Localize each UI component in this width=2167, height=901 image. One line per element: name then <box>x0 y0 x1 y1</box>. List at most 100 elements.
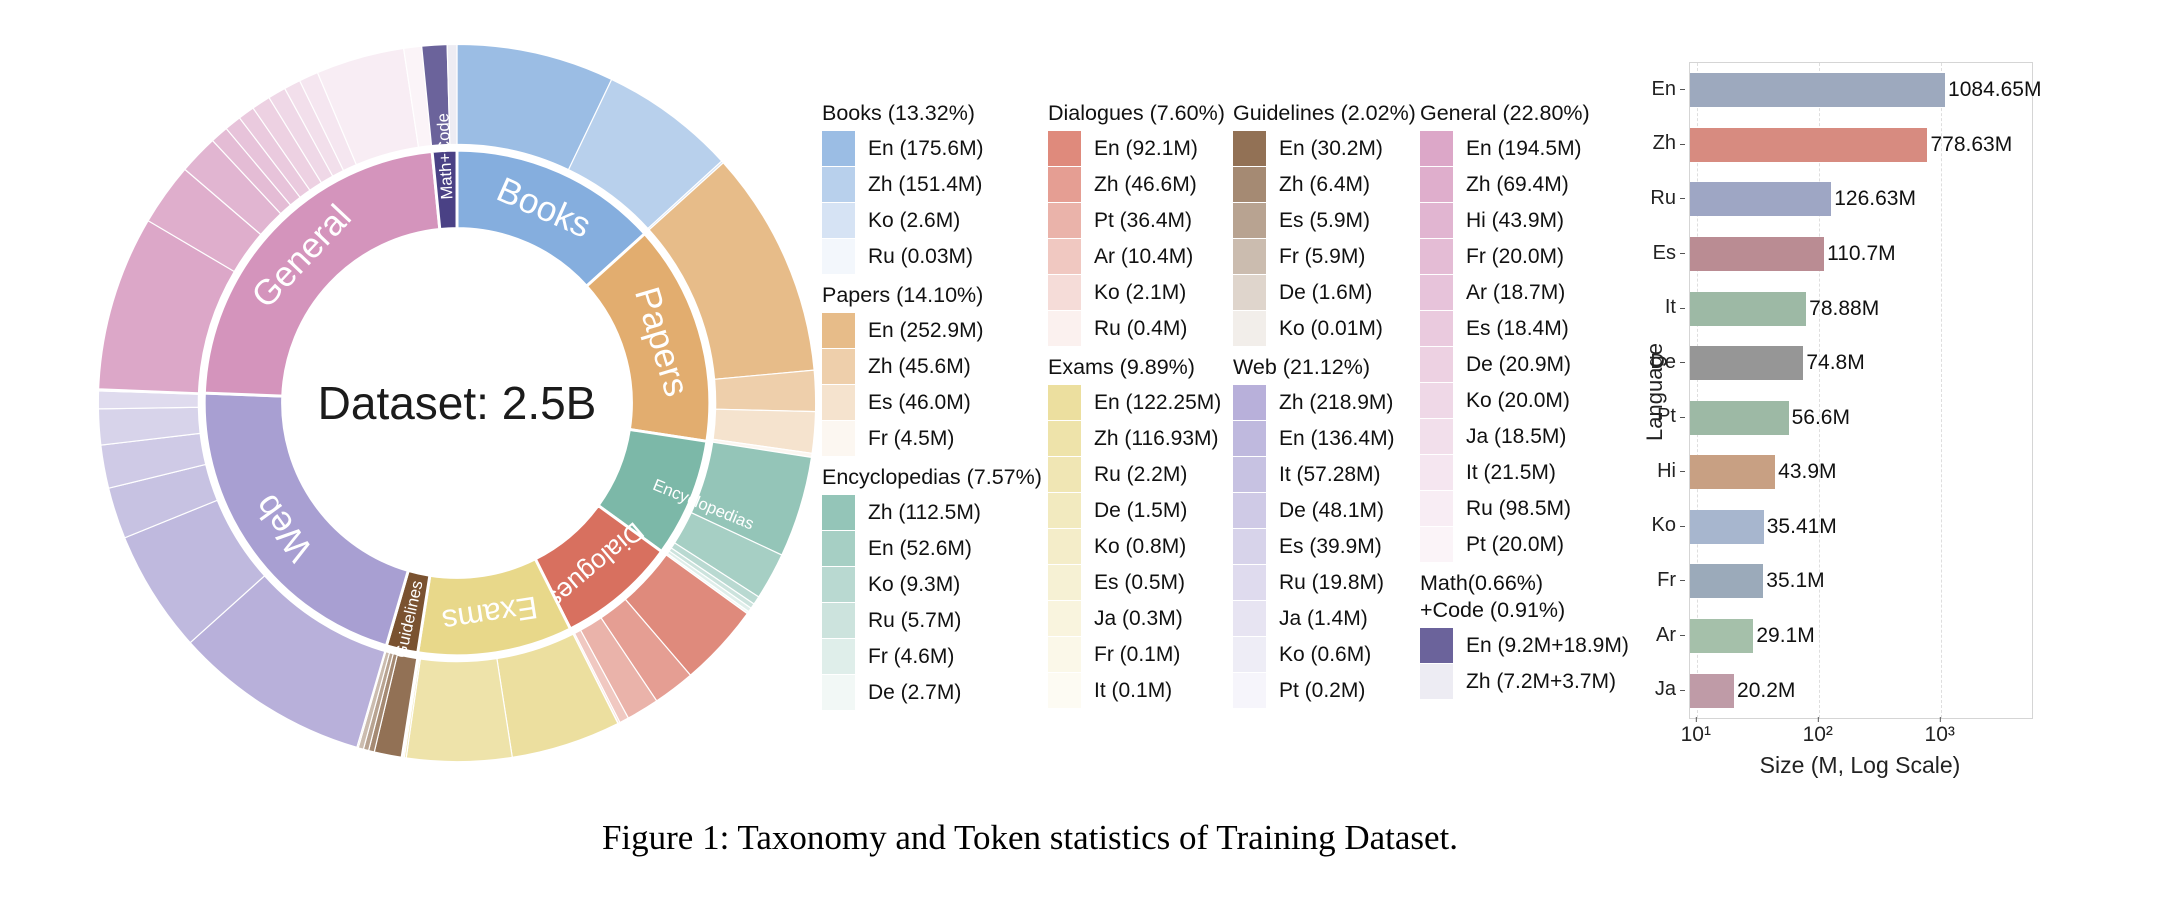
legend-swatch <box>822 167 855 202</box>
bar-ar <box>1690 619 1754 654</box>
legend-group-title: General (22.80%) <box>1420 101 1590 125</box>
sunburst-segment-math-code <box>430 148 459 232</box>
legend-item: Ko (9.3M) <box>822 567 1048 603</box>
legend-column: General (22.80%) En (194.5M) Zh (69.4M) Hi … <box>1420 100 1660 700</box>
legend-swatch <box>1233 385 1266 420</box>
sunburst-segment-general <box>202 149 442 398</box>
legend-item-label: Fr (5.9M) <box>1279 245 1366 268</box>
legend-item-label: En (9.2M+18.9M) <box>1466 634 1629 657</box>
legend-item: It (0.1M) <box>1048 673 1233 709</box>
legend-item-label: Es (0.5M) <box>1094 571 1186 594</box>
legend-item-label: Hi (43.9M) <box>1466 209 1565 232</box>
legend-item: Ru (2.2M) <box>1048 457 1233 493</box>
legend-item-label: En (122.25M) <box>1094 391 1222 414</box>
x-tick-label: 10² <box>1803 717 1833 747</box>
legend-swatch <box>1233 311 1266 346</box>
legend-item: Es (0.5M) <box>1048 565 1233 601</box>
bar-row: 29.1M <box>1690 609 2032 664</box>
y-tick-label: Zh <box>1643 117 1685 172</box>
legend-column: Books (13.32%) En (175.6M) Zh (151.4M) Ko (… <box>822 100 1048 711</box>
legend-item: Zh (69.4M) <box>1420 167 1660 203</box>
bar-row: 35.41M <box>1690 500 2032 555</box>
legend-item: De (1.6M) <box>1233 275 1420 311</box>
legend-item: Ko (2.6M) <box>822 203 1048 239</box>
legend-item-label: Pt (36.4M) <box>1094 209 1193 232</box>
legend-item-label: Fr (0.1M) <box>1094 643 1181 666</box>
legend-swatch <box>1048 131 1081 166</box>
legend-group-title: Dialogues (7.60%) <box>1048 101 1225 125</box>
bar-row: 126.63M <box>1690 172 2032 227</box>
legend-item-label: De (1.6M) <box>1279 281 1373 304</box>
legend-item-label: Ko (9.3M) <box>868 573 961 596</box>
bar-plot-area: 1084.65M 778.63M 126.63M 110.7M 78.88M 74.8M 5… <box>1689 62 2041 719</box>
legend-item-label: En (52.6M) <box>868 537 972 560</box>
y-tick-label: Ja <box>1643 662 1685 717</box>
legend-swatch <box>822 313 855 348</box>
sunburst-outer-segment-math-code-zh <box>446 43 458 146</box>
bar-row: 20.2M <box>1690 663 2032 718</box>
legend-item: De (20.9M) <box>1420 347 1660 383</box>
legend-item: Fr (20.0M) <box>1420 239 1660 275</box>
bar-value-label: 43.9M <box>1778 460 1837 484</box>
legend-swatch <box>822 531 855 566</box>
legend-item: En (252.9M) <box>822 313 1048 349</box>
legend-item: En (9.2M+18.9M) <box>1420 628 1660 664</box>
legend-item: En (136.4M) <box>1233 421 1420 457</box>
bar-value-label: 78.88M <box>1809 296 1880 320</box>
bar-y-ticks: En Zh Ru Es It De Pt Hi Ko Fr Ar Ja <box>1643 62 1685 717</box>
bar-row: 1084.65M <box>1690 63 2041 118</box>
y-tick-label: Ar <box>1643 608 1685 663</box>
legend-swatch <box>822 203 855 238</box>
legend-item-label: Zh (7.2M+3.7M) <box>1466 670 1616 693</box>
legend-item-label: It (21.5M) <box>1466 461 1556 484</box>
legend-swatch <box>1048 167 1081 202</box>
y-tick-label: Fr <box>1643 553 1685 608</box>
legend-item: Zh (46.6M) <box>1048 167 1233 203</box>
legend-group-title: Guidelines (2.02%) <box>1233 101 1416 125</box>
bar-en <box>1690 73 1946 108</box>
legend-item: Ko (2.1M) <box>1048 275 1233 311</box>
legend-item-label: Zh (6.4M) <box>1279 173 1371 196</box>
legend-swatch <box>1233 637 1266 672</box>
legend-item: De (1.5M) <box>1048 493 1233 529</box>
legend-item: Ru (19.8M) <box>1233 565 1420 601</box>
legend-item: Es (46.0M) <box>822 385 1048 421</box>
legend-item-label: De (2.7M) <box>868 681 962 704</box>
legend-group-title: Web (21.12%) <box>1233 355 1371 379</box>
legend-item: Es (5.9M) <box>1233 203 1420 239</box>
bar-row: 35.1M <box>1690 554 2032 609</box>
legend-group-title: Exams (9.89%) <box>1048 355 1195 379</box>
bar-row: 56.6M <box>1690 390 2032 445</box>
legend-item: Pt (0.2M) <box>1233 673 1420 709</box>
bar-value-label: 778.63M <box>1930 132 2013 156</box>
x-tick-label: 10³ <box>1925 717 1955 747</box>
legend-item: Hi (43.9M) <box>1420 203 1660 239</box>
bar-row: 78.88M <box>1690 281 2032 336</box>
legend-item-label: En (136.4M) <box>1279 427 1395 450</box>
legend-item-label: Zh (46.6M) <box>1094 173 1197 196</box>
bar-row: 778.63M <box>1690 118 2032 173</box>
legend-item: Ar (18.7M) <box>1420 275 1660 311</box>
bar-x-ticks: 10¹ 10² 10³ <box>1681 717 2031 752</box>
legend-swatch <box>822 639 855 674</box>
sunburst-svg: BooksPapersEncyclopediasDialoguesExamsGu… <box>97 43 817 763</box>
legend-item: Zh (218.9M) <box>1233 385 1420 421</box>
y-tick-label: En <box>1643 62 1685 117</box>
legend-item: Pt (36.4M) <box>1048 203 1233 239</box>
legend-swatch <box>1233 457 1266 492</box>
legend-item: Zh (7.2M+3.7M) <box>1420 664 1660 700</box>
legend-item-label: En (175.6M) <box>868 137 984 160</box>
sunburst-label-math-code: Math+Code <box>433 113 456 200</box>
bar-ru <box>1690 182 1832 217</box>
legend-item-label: Zh (69.4M) <box>1466 173 1569 196</box>
legend-swatch <box>1048 421 1081 456</box>
legend-swatch <box>1048 637 1081 672</box>
legend-swatch <box>1048 457 1081 492</box>
legend-swatch <box>1048 673 1081 708</box>
bar-value-label: 1084.65M <box>1948 78 2042 102</box>
legend-group-title: Encyclopedias (7.57%) <box>822 465 1042 489</box>
legend-item: En (92.1M) <box>1048 131 1233 167</box>
bar-ko <box>1690 509 1764 544</box>
legend-swatch <box>822 239 855 274</box>
legend-swatch <box>1048 275 1081 310</box>
